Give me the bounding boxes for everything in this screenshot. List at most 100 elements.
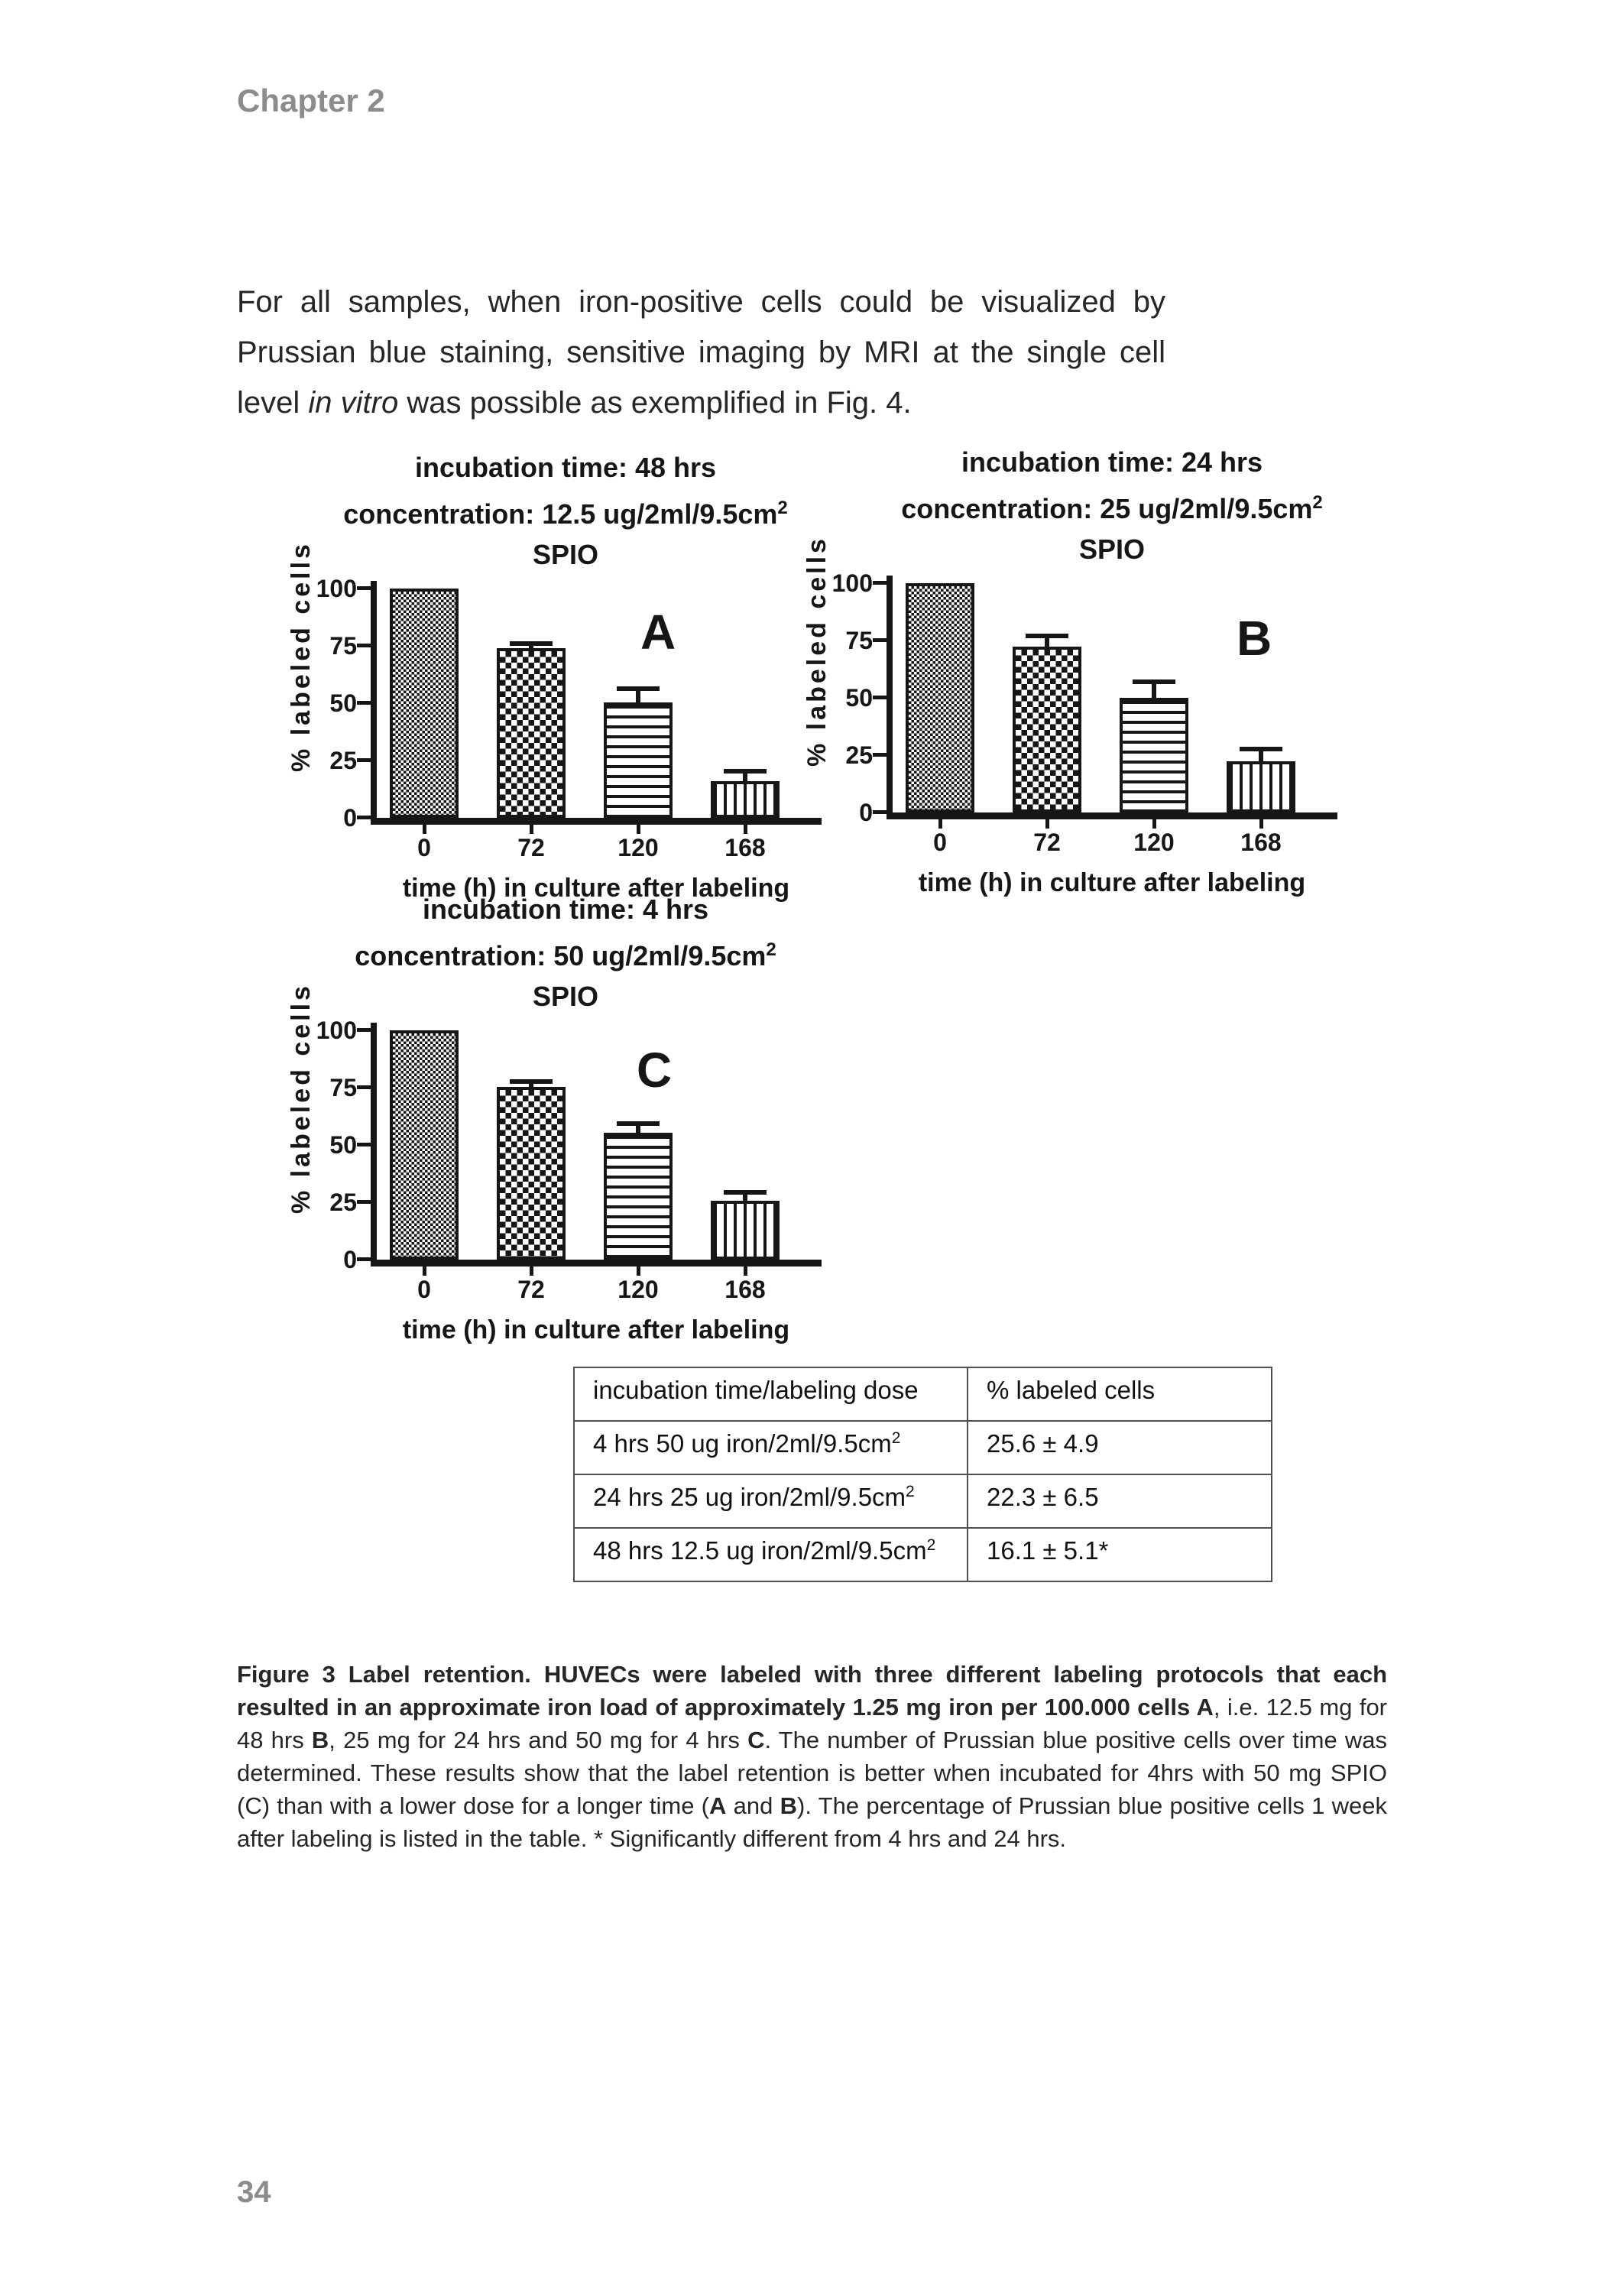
text-segment: was possible as exemplified in Fig. 4. — [398, 386, 912, 420]
chart-title-line2: concentration: 50 ug/2ml/9.5cm2 SPIO — [340, 929, 791, 1017]
y-tick — [357, 1085, 371, 1089]
x-tick-label: 72 — [1033, 829, 1061, 856]
title-text: SPIO — [532, 539, 599, 570]
dose-superscript: 2 — [906, 1483, 915, 1500]
chart-panel-c: incubation time: 4 hrs concentration: 50… — [271, 889, 822, 1345]
title-superscript: 2 — [1312, 492, 1323, 513]
error-bar-cap — [1133, 679, 1175, 684]
y-tick — [357, 1143, 371, 1146]
y-tick — [357, 701, 371, 705]
bar-0h — [390, 1030, 459, 1260]
error-bar-cap — [724, 769, 767, 774]
error-bar-cap — [510, 1078, 553, 1084]
x-tick-label: 168 — [1240, 829, 1282, 856]
x-tick — [744, 825, 747, 834]
error-bar-cap — [1240, 746, 1282, 751]
panel-letter: B — [1237, 611, 1272, 666]
error-bar-stem — [636, 686, 640, 702]
x-axis-ticks: 0 72 120 168 — [887, 819, 1337, 861]
y-tick-label: 25 — [845, 741, 873, 769]
table-row: 24 hrs 25 ug iron/2ml/9.5cm2 22.3 ± 6.5 — [573, 1474, 1272, 1529]
plot-wrap: B 0 25 50 75 100 — [787, 570, 1337, 825]
x-tick — [530, 1267, 533, 1276]
error-bar-cap — [1026, 634, 1068, 638]
bar-0h — [390, 589, 459, 818]
y-tick-label: 50 — [329, 1131, 357, 1159]
y-tick-label: 75 — [329, 1074, 357, 1101]
plot-area: B — [873, 576, 1337, 819]
page-number: 34 — [237, 2175, 271, 2209]
y-tick-label: 0 — [343, 804, 357, 832]
title-superscript: 2 — [777, 498, 788, 518]
error-bar — [617, 1121, 660, 1133]
y-tick — [357, 758, 371, 762]
chart-panel-b: incubation time: 24 hrs concentration: 2… — [787, 442, 1337, 898]
y-tick-label: 50 — [845, 684, 873, 712]
panel-letter: C — [637, 1043, 673, 1098]
y-tick — [873, 810, 887, 814]
y-tick-label: 25 — [329, 747, 357, 774]
x-tick-label: 0 — [417, 1276, 431, 1303]
bar-72h — [497, 648, 566, 818]
error-bar — [724, 769, 767, 781]
y-tick-label: 25 — [329, 1189, 357, 1216]
error-bar — [1026, 634, 1068, 647]
table-body: 4 hrs 50 ug iron/2ml/9.5cm2 25.6 ± 4.9 24 … — [573, 1420, 1272, 1582]
x-axis-label: time (h) in culture after labeling — [402, 874, 790, 903]
chart-title-line2: concentration: 25 ug/2ml/9.5cm2 SPIO — [887, 482, 1337, 569]
x-tick-label: 0 — [417, 834, 431, 861]
x-tick — [423, 1267, 426, 1276]
x-tick-label: 120 — [618, 834, 659, 861]
x-tick-label: 72 — [517, 1276, 545, 1303]
chart-title-line1: incubation time: 4 hrs — [422, 894, 709, 925]
chapter-header: Chapter 2 — [237, 83, 385, 118]
y-tick — [357, 644, 371, 647]
error-bar-stem — [1152, 679, 1156, 698]
table-header-dose: incubation time/labeling dose — [573, 1367, 968, 1422]
dose-superscript: 2 — [891, 1429, 901, 1447]
x-axis-ticks: 0 72 120 168 — [371, 1267, 822, 1308]
text-segment: . The number of Prussian blue positive c… — [237, 1727, 1387, 1819]
chart-panel-a: incubation time: 48 hrs concentration: 1… — [271, 447, 822, 903]
table-cell-value: 22.3 ± 6.5 — [967, 1474, 1272, 1529]
table-cell-dose: 24 hrs 25 ug iron/2ml/9.5cm2 — [573, 1474, 968, 1529]
dose-superscript: 2 — [926, 1536, 936, 1554]
error-bar-cap — [724, 1189, 767, 1195]
dose-text: 4 hrs 50 ug iron/2ml/9.5cm — [593, 1429, 892, 1458]
chart-title: incubation time: 24 hrs concentration: 2… — [887, 442, 1337, 569]
error-bar-stem — [743, 1189, 747, 1202]
table-header-row: incubation time/labeling dose % labeled … — [573, 1367, 1272, 1422]
x-tick-label: 168 — [724, 834, 766, 861]
text-segment: C — [747, 1727, 765, 1753]
table-cell-dose: 48 hrs 12.5 ug iron/2ml/9.5cm2 — [573, 1527, 968, 1582]
text-segment: , 25 mg for 24 hrs and 50 mg for 4 hrs — [329, 1727, 748, 1753]
y-tick-label: 100 — [316, 1017, 357, 1044]
y-tick — [873, 696, 887, 699]
error-bar — [1240, 746, 1282, 762]
bar-120h — [604, 1132, 673, 1260]
bar-168h — [711, 780, 780, 818]
error-bar-cap — [510, 641, 553, 646]
x-tick — [637, 825, 640, 834]
bar-168h — [1227, 761, 1295, 812]
y-tick — [873, 638, 887, 642]
y-tick-label: 100 — [316, 575, 357, 602]
y-tick-label: 75 — [329, 632, 357, 660]
intro-paragraph: For all samples, when iron-positive cell… — [237, 277, 1165, 428]
y-tick-label: 0 — [859, 799, 873, 826]
chart-title: incubation time: 48 hrs concentration: 1… — [340, 447, 791, 575]
title-text: concentration: 50 ug/2ml/9.5cm — [355, 940, 767, 971]
x-axis-label: time (h) in culture after labeling — [918, 868, 1306, 897]
error-bar — [510, 641, 553, 648]
error-bar-stem — [1259, 746, 1263, 762]
chart-title-line1: incubation time: 24 hrs — [961, 446, 1263, 478]
error-bar — [724, 1189, 767, 1202]
x-tick — [530, 825, 533, 834]
x-tick — [1259, 819, 1263, 829]
error-bar-stem — [636, 1121, 640, 1133]
y-tick-label: 0 — [343, 1246, 357, 1273]
x-tick-label: 120 — [1133, 829, 1175, 856]
plot-wrap: A 0 25 50 75 100 — [271, 576, 822, 831]
x-tick — [1152, 819, 1156, 829]
error-bar — [1133, 679, 1175, 698]
